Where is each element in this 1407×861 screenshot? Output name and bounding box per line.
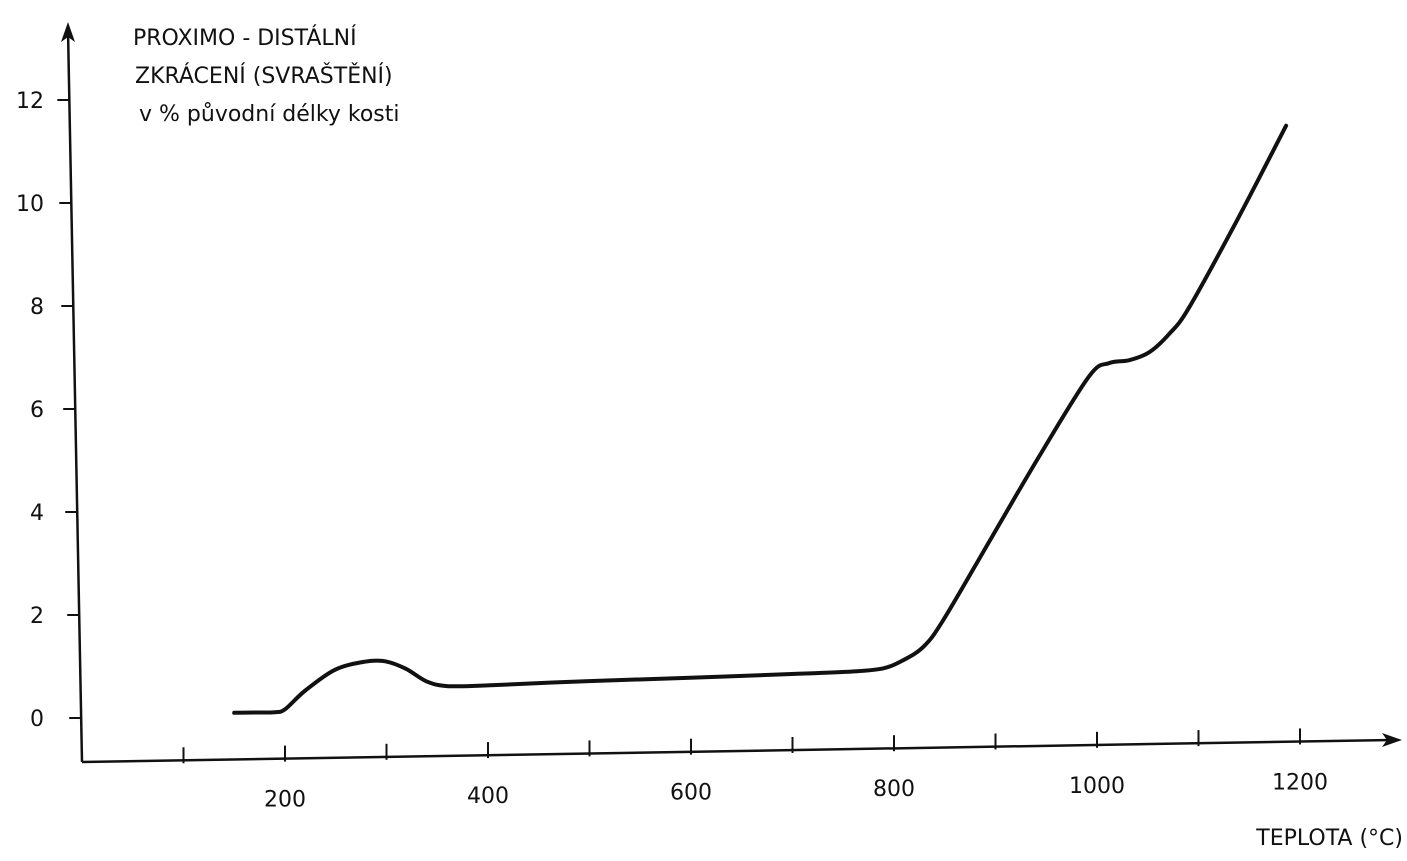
axes — [61, 22, 1402, 764]
y-tick-labels: 0 2 4 6 8 10 12 — [16, 89, 44, 732]
x-tick-label-4: 1000 — [1069, 774, 1125, 799]
x-axis-arrow-icon — [1382, 733, 1402, 747]
y-axis-line — [66, 29, 84, 763]
y-tick-label-1: 2 — [30, 604, 44, 629]
x-tick-labels: 200 400 600 800 1000 1200 — [264, 770, 1328, 812]
x-ticks — [182, 728, 1301, 764]
x-tick-label-2: 600 — [670, 781, 712, 806]
y-axis-title-line-1: PROXIMO - DISTÁLNÍ — [133, 25, 357, 51]
x-tick-label-3: 800 — [873, 777, 915, 802]
x-tick-label-5: 1200 — [1272, 770, 1328, 795]
y-tick-label-5: 10 — [16, 192, 44, 217]
y-tick-label-4: 8 — [30, 295, 44, 320]
y-axis-arrow-icon — [61, 22, 75, 42]
y-axis-title-line-3: v % původní délky kosti — [139, 102, 400, 127]
x-tick-label-1: 400 — [467, 784, 509, 809]
y-tick-label-2: 4 — [30, 501, 44, 526]
y-tick-label-3: 6 — [30, 398, 44, 423]
y-axis-title-line-2: ZKRÁCENÍ (SVRAŠTĚNÍ) — [135, 63, 393, 89]
series-line — [232, 123, 1289, 715]
y-ticks — [57, 99, 82, 719]
y-tick-label-0: 0 — [30, 707, 44, 732]
x-tick-label-0: 200 — [264, 788, 306, 813]
x-axis-line — [81, 738, 1393, 764]
y-tick-label-6: 12 — [16, 89, 44, 114]
x-axis-title: TEPLOTA (°C) — [1255, 826, 1403, 851]
